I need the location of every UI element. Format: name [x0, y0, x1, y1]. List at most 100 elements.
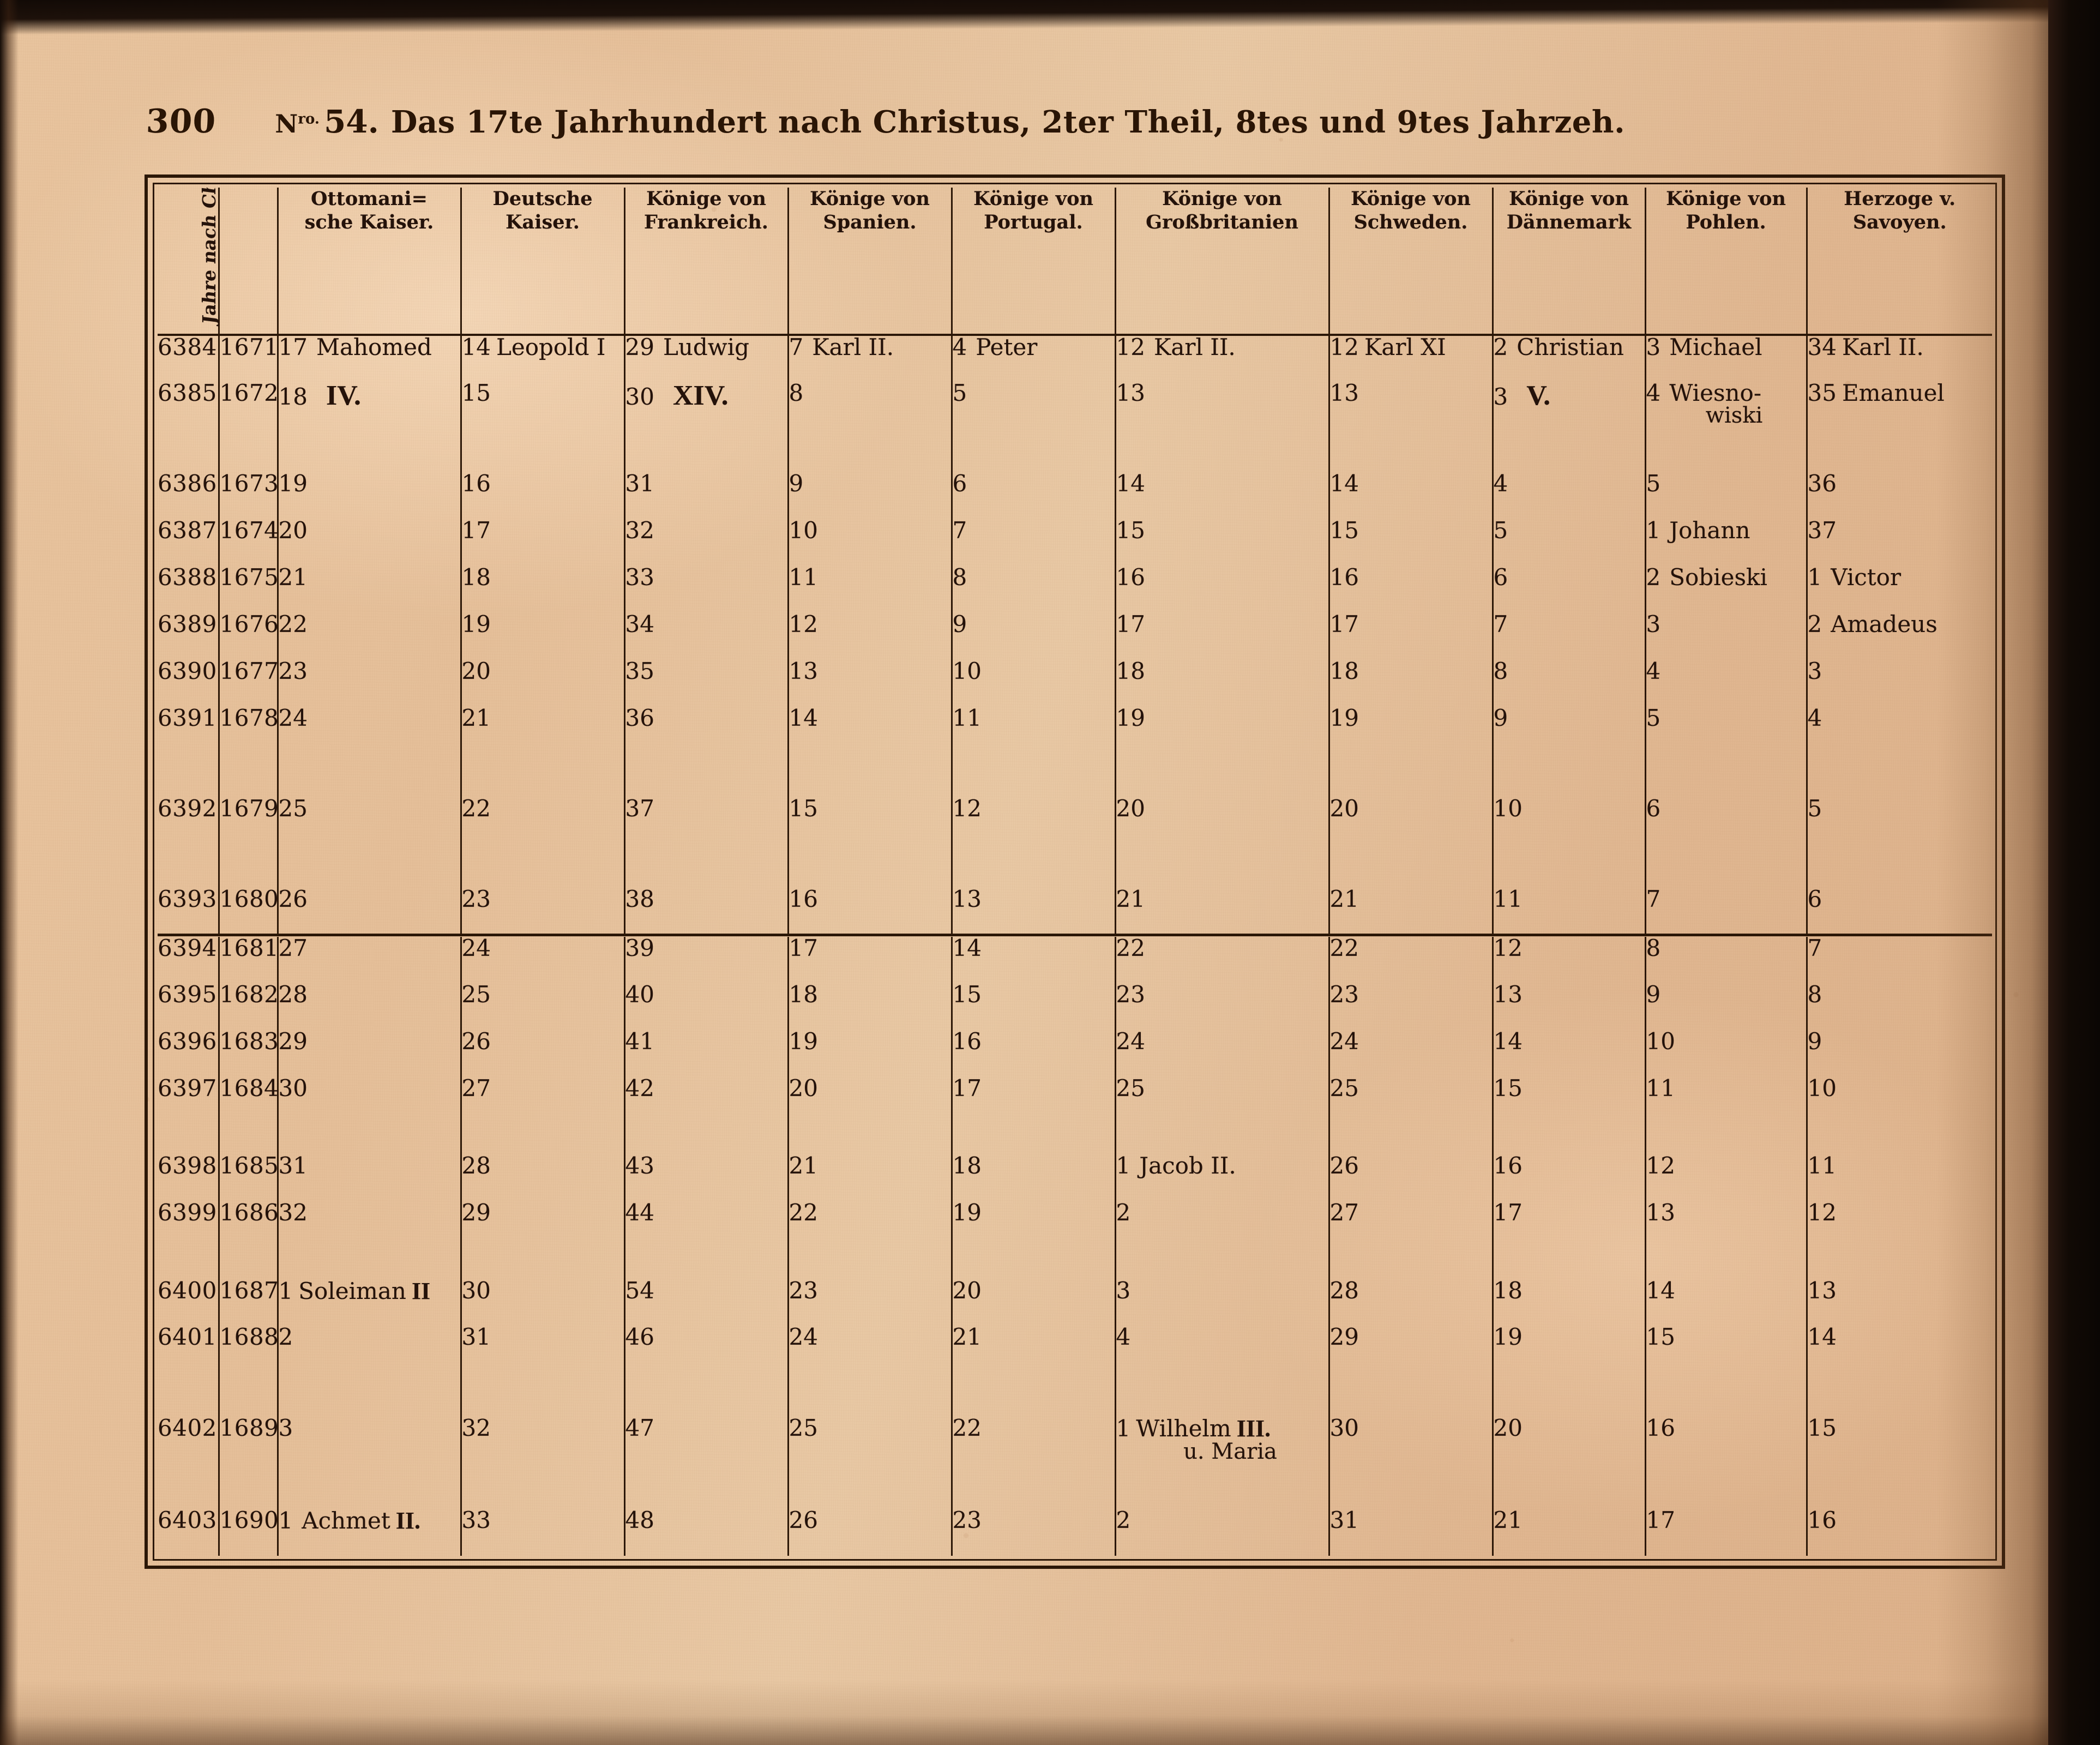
reign-year-number: 10	[1646, 1028, 1675, 1055]
reign-year-number: 16	[1646, 1414, 1675, 1441]
reign-year-number: 10	[789, 517, 818, 544]
cell-france-container: 33	[623, 566, 788, 613]
reign-year-number: 13	[952, 886, 982, 913]
reign-year-number: 20	[789, 1075, 818, 1102]
reign-year-number: 28	[461, 1152, 491, 1180]
cell-france: 37	[625, 797, 787, 820]
spacer-cell	[460, 1248, 624, 1279]
year-ad-value: 1671	[218, 335, 279, 382]
reign-year-number: 13	[1646, 1199, 1675, 1226]
cell-ottoman-container: 30	[276, 1077, 461, 1124]
column-header-sweden: Könige von Schweden.	[1328, 188, 1493, 336]
ruler-name: Mahomed	[316, 334, 432, 360]
spacer-cell	[218, 1478, 278, 1509]
cell-poland: 2 Sobieski	[1646, 566, 1806, 589]
cell-poland-container: 15	[1644, 1323, 1807, 1373]
column-header-line1: Könige von	[1162, 188, 1282, 210]
spacer-cell	[950, 441, 1115, 473]
cell-france: 41	[625, 1030, 787, 1053]
cell-portugal-container: 7	[950, 517, 1115, 567]
reign-year-number: 21	[789, 1152, 818, 1180]
reign-year-number: 9	[1493, 704, 1508, 731]
reign-year-number: 19	[1493, 1323, 1523, 1351]
column-header-britain: Könige von Großbritanien	[1114, 188, 1329, 336]
cell-poland-container: 3	[1644, 612, 1807, 660]
reign-year-number: 6	[1807, 886, 1822, 913]
cell-france-container: 37	[623, 797, 788, 844]
reign-year-number: 15	[952, 981, 982, 1008]
cell-britain-container: 16	[1114, 566, 1329, 613]
cell-ottoman: 21	[279, 566, 460, 589]
ruler-name-continued: wiski	[1705, 402, 1763, 428]
spacer-row	[158, 1248, 1992, 1279]
cell-portugal: 10	[953, 659, 1115, 683]
ruler-ordinal: IV.	[326, 380, 362, 411]
cell-denmark-container: 4	[1491, 472, 1645, 520]
reign-year-number: 7	[1646, 886, 1661, 913]
cell-britain-container: 1 Jacob II.	[1114, 1154, 1329, 1202]
cell-german: 28	[462, 1154, 624, 1177]
cell-spain-container: 13	[787, 659, 952, 707]
year-ad-value: 1686	[218, 1201, 279, 1249]
julian-period-value: 6390	[158, 657, 217, 684]
cell-savoy: 16	[1808, 1508, 1993, 1532]
reign-year-number: 2	[1116, 1199, 1131, 1226]
spacer-cell	[158, 754, 219, 798]
cell-sweden-container: 21	[1328, 888, 1493, 935]
cell-britain: 24	[1116, 1030, 1328, 1053]
reign-year-number: 21	[1493, 1506, 1523, 1533]
reign-year-number: 20	[952, 1277, 982, 1304]
cell-denmark: 15	[1494, 1077, 1645, 1100]
cell-poland: 17	[1646, 1508, 1806, 1532]
cell-poland-container: 5	[1644, 472, 1807, 520]
cell-britain-container: 20	[1114, 795, 1329, 844]
cell-ottoman: 28	[279, 983, 460, 1006]
reign-year-number: 10	[1493, 795, 1523, 822]
cell-spain: 7 Karl II.	[789, 336, 951, 359]
cell-poland: 1 Johann	[1646, 519, 1806, 542]
cell-france: 39	[625, 936, 787, 960]
reign-year-number: 12	[1116, 334, 1145, 360]
cell-portugal: 16	[953, 1030, 1115, 1053]
spacer-cell	[787, 753, 952, 798]
cell-german-container: 21	[460, 706, 624, 754]
spacer-row	[158, 1124, 1992, 1155]
reign-year-number: 3	[1807, 657, 1822, 684]
reign-year-number: 19	[278, 470, 308, 497]
julian-period-value: 6403	[158, 1506, 217, 1533]
spacer-cell	[1114, 1373, 1329, 1417]
cell-denmark: 14	[1494, 1030, 1645, 1053]
reign-year-number: 16	[1329, 564, 1359, 591]
reign-year-number: 19	[461, 610, 491, 637]
reign-year-number: 2	[1116, 1506, 1131, 1533]
cell-portugal-container: 12	[950, 797, 1115, 844]
spacer-cell	[623, 844, 788, 888]
spacer-cell	[787, 1248, 952, 1279]
spacer-row	[158, 753, 1992, 798]
cell-sweden-container: 26	[1328, 1154, 1493, 1202]
cell-denmark: 10	[1494, 797, 1645, 820]
reign-year-number: 20	[1329, 795, 1359, 822]
reign-year-number: 7	[952, 517, 967, 544]
reign-year-number: 7	[1807, 934, 1822, 961]
cell-sweden-container: 17	[1328, 612, 1493, 660]
cell-sweden-container: 13	[1328, 381, 1493, 442]
cell-portugal-container: 14	[950, 936, 1115, 984]
reign-year-number: 4	[1646, 657, 1661, 684]
reign-year-number: 15	[1646, 1323, 1675, 1351]
spacer-cell	[276, 753, 461, 798]
cell-spain: 23	[789, 1279, 951, 1302]
reign-year-number: 35	[1807, 379, 1837, 406]
ruler-name: Karl II.	[812, 334, 894, 360]
cell-britain: 2	[1116, 1506, 1328, 1533]
cell-france-container: 54	[623, 1279, 788, 1326]
reign-year-number: 20	[1116, 795, 1145, 822]
reign-year-number: 1	[1116, 1415, 1131, 1442]
reign-year-number: 7	[789, 334, 804, 360]
cell-ottoman-container: 3	[276, 1416, 461, 1478]
cell-sweden: 20	[1330, 797, 1492, 820]
spacer-cell	[787, 844, 952, 888]
reign-year-number: 12	[1329, 334, 1359, 360]
reign-year-number: 26	[461, 1028, 491, 1055]
reign-year-number: 8	[1646, 934, 1661, 961]
